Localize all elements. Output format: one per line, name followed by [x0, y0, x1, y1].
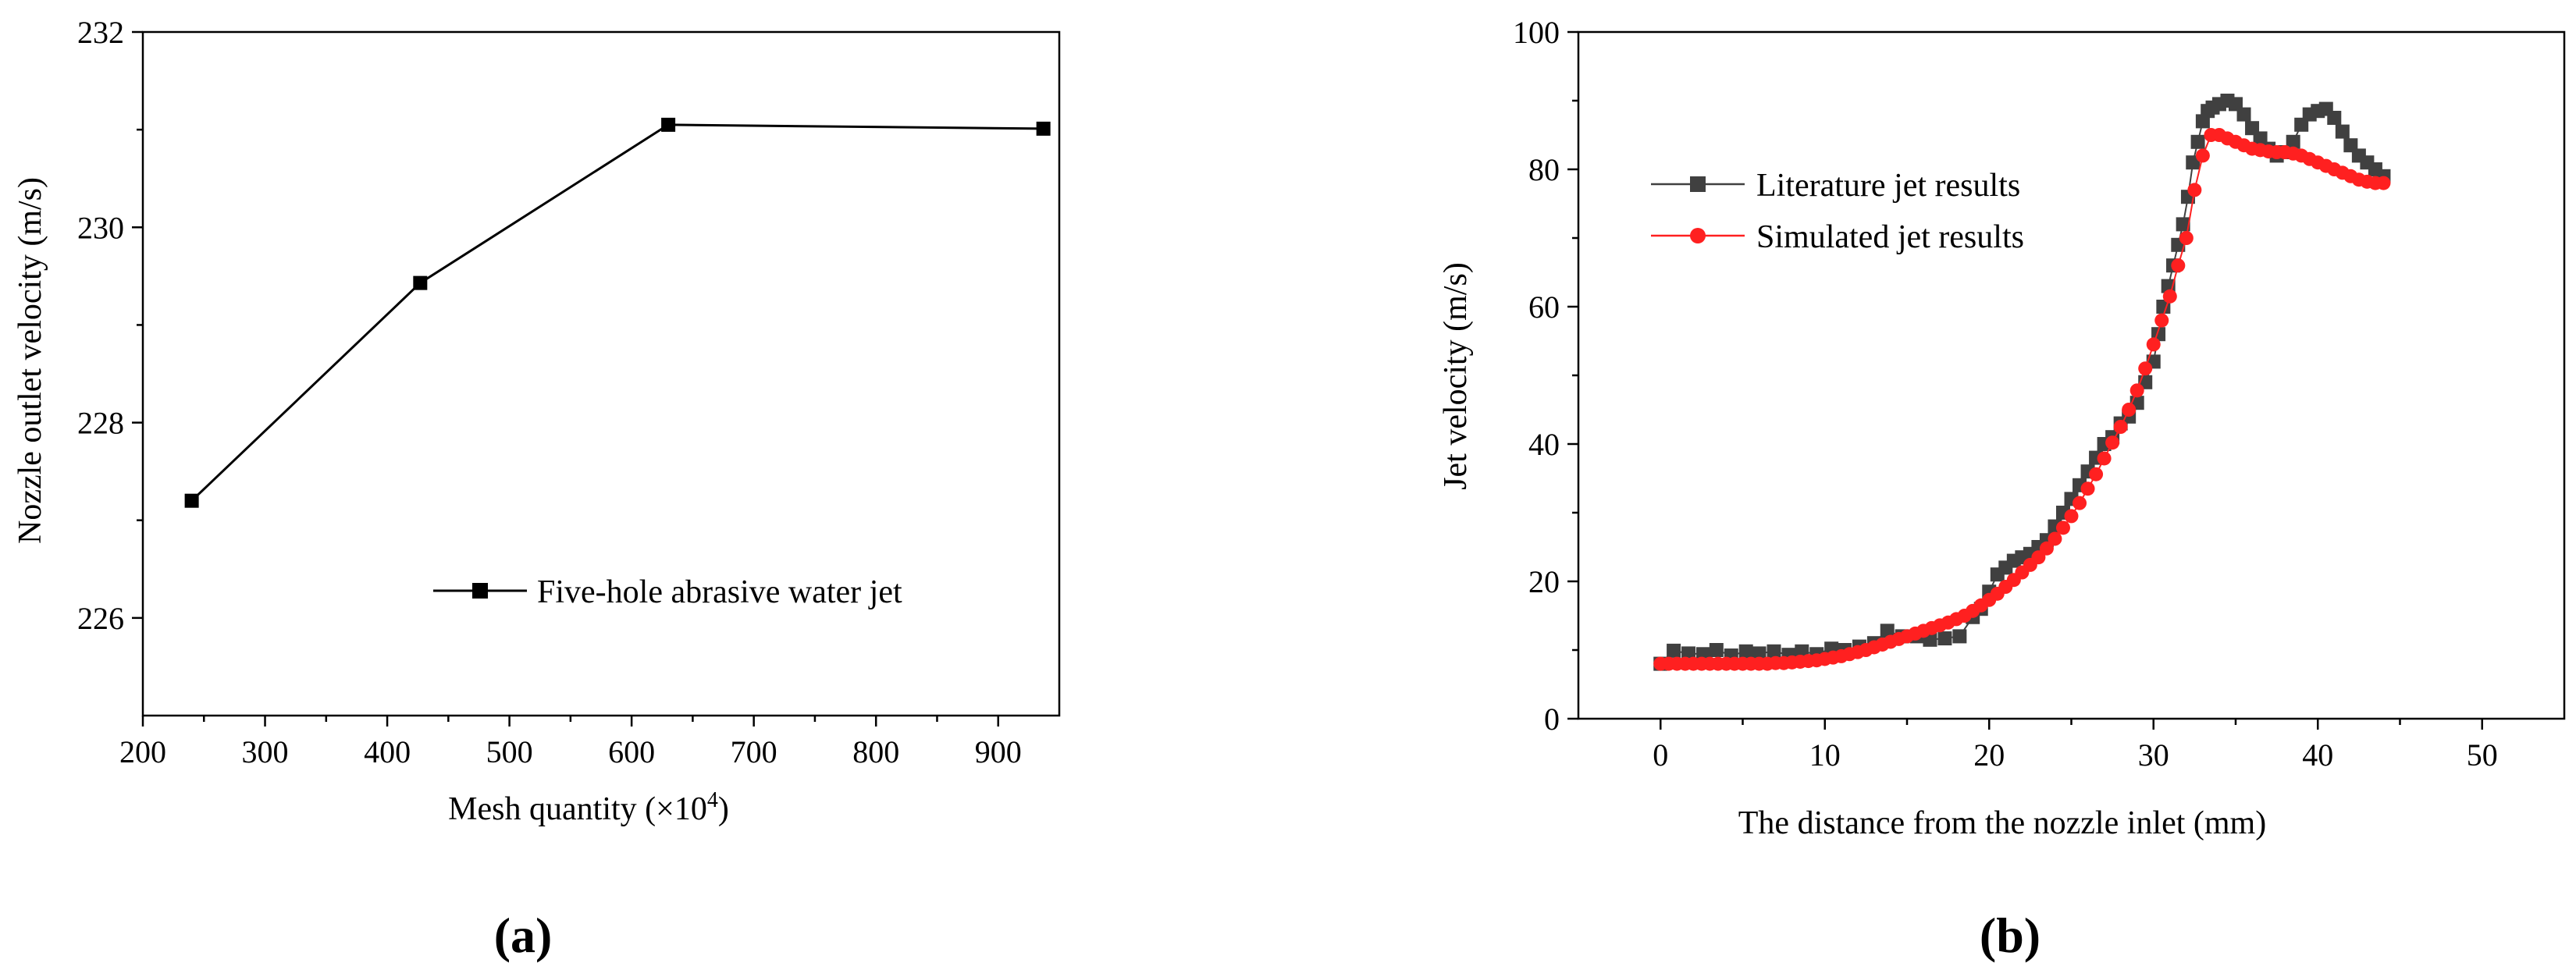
panel-b-data-point-simulated-jet-results — [2105, 435, 2120, 450]
panel-b-data-point-literature-jet-results — [1752, 646, 1767, 661]
panel-b-data-point-literature-jet-results — [1937, 631, 1952, 646]
panel-a-x-tick-label: 900 — [975, 734, 1022, 769]
panel-b-data-point-simulated-jet-results — [2113, 420, 2128, 434]
panel-b-data-point-simulated-jet-results — [2064, 509, 2079, 524]
panel-b-data-point-literature-jet-results — [1738, 644, 1753, 659]
panel-a-y-tick-label: 232 — [77, 15, 124, 50]
panel-a-y-tick-label: 230 — [77, 210, 124, 245]
panel-b-data-point-literature-jet-results — [2335, 124, 2350, 139]
panel-a-x-tick-label: 700 — [731, 734, 777, 769]
panel-b-data-point-literature-jet-results — [1667, 643, 1681, 658]
panel-b-x-tick-label: 30 — [2138, 737, 2169, 773]
panel-b-data-point-simulated-jet-results — [2195, 148, 2210, 163]
panel-b-data-point-simulated-jet-results — [2055, 520, 2070, 535]
panel-b-data-point-simulated-jet-results — [2138, 361, 2153, 376]
panel-b-y-tick-label: 20 — [1528, 564, 1560, 599]
legend-label-simulated: Simulated jet results — [1756, 219, 2024, 255]
panel-b-data-point-simulated-jet-results — [2097, 451, 2112, 466]
panel-b-data-point-simulated-jet-results — [2039, 541, 2054, 556]
panel-b-data-point-literature-jet-results — [2286, 134, 2300, 149]
panel-b-x-axis-label: The distance from the nozzle inlet (mm) — [1738, 805, 2266, 841]
panel-a-label: (a) — [494, 908, 553, 963]
panel-a-y-tick-label: 228 — [77, 406, 124, 441]
panel-b-data-point-simulated-jet-results — [2031, 550, 2046, 565]
panel-b-data-point-simulated-jet-results — [2162, 289, 2177, 304]
panel-b-data-point-simulated-jet-results — [2376, 176, 2391, 190]
panel-a-x-axis-label: Mesh quantity (×104) — [448, 788, 729, 827]
panel-b-legend: Literature jet results Simulated jet res… — [1651, 168, 2024, 255]
panel-a-x-tick-label: 500 — [486, 734, 533, 769]
panel-b-data-point-literature-jet-results — [2236, 107, 2251, 122]
legend-marker-simulated — [1690, 228, 1706, 243]
panel-b-data-point-literature-jet-results — [1709, 643, 1724, 657]
panel-a-data-point-five-hole-abrasive-water-jet — [184, 493, 199, 508]
legend-label-literature: Literature jet results — [1756, 168, 2020, 204]
panel-a-series-line-five-hole-abrasive-water-jet — [190, 123, 1044, 502]
legend-marker-five-hole — [472, 583, 488, 599]
panel-b-y-tick-label: 100 — [1513, 15, 1560, 50]
panel-b-data-point-simulated-jet-results — [2122, 403, 2137, 417]
panel-b: 0 10 20 30 40 50 0 20 40 60 80 100 Literature jet r… — [1438, 15, 2566, 963]
panel-b-data-point-simulated-jet-results — [2048, 531, 2062, 546]
panel-a-x-tick-label: 800 — [852, 734, 899, 769]
panel-a-plot-area: 200 300 400 500 600 700 800 900 226 228 230 232 — [77, 15, 1061, 769]
panel-b-x-tick-label: 50 — [2467, 737, 2498, 773]
legend-label-five-hole: Five-hole abrasive water jet — [537, 574, 902, 610]
panel-b-label: (b) — [1980, 908, 2041, 963]
legend-marker-literature — [1690, 176, 1706, 192]
panel-b-data-point-literature-jet-results — [1767, 644, 1781, 659]
panel-b-data-point-simulated-jet-results — [2146, 337, 2161, 352]
panel-a-x-tick-label: 600 — [608, 734, 655, 769]
panel-b-data-point-simulated-jet-results — [2171, 258, 2186, 273]
panel-b-y-tick-label: 60 — [1528, 290, 1560, 325]
panel-b-data-point-literature-jet-results — [1880, 624, 1895, 638]
panel-a-y-axis-label: Nozzle outlet velocity (m/s) — [12, 177, 48, 544]
panel-b-data-point-simulated-jet-results — [2179, 231, 2194, 245]
panel-b-data-point-literature-jet-results — [2190, 134, 2205, 149]
panel-b-axes-frame — [1577, 30, 2566, 720]
panel-b-y-tick-label: 40 — [1528, 427, 1560, 462]
panel-b-data-point-literature-jet-results — [2186, 155, 2201, 170]
panel-a-data-point-five-hole-abrasive-water-jet — [661, 117, 676, 132]
panel-a-y-tick-label: 226 — [77, 601, 124, 636]
panel-a-x-tick-label: 300 — [242, 734, 289, 769]
panel-b-data-point-simulated-jet-results — [2073, 496, 2087, 510]
panel-b-x-tick-label: 10 — [1809, 737, 1841, 773]
panel-b-data-point-simulated-jet-results — [2080, 481, 2095, 496]
panel-b-data-point-simulated-jet-results — [2129, 383, 2144, 398]
panel-b-y-axis-label: Jet velocity (m/s) — [1438, 262, 1474, 490]
panel-a-legend: Five-hole abrasive water jet — [433, 574, 902, 610]
panel-b-y-tick-label: 0 — [1544, 702, 1560, 737]
panel-b-x-tick-label: 20 — [1973, 737, 2005, 773]
panel-b-series-line-simulated-jet-results — [1660, 134, 2384, 665]
panel-a-data-point-five-hole-abrasive-water-jet — [1036, 121, 1051, 136]
panel-b-data-point-literature-jet-results — [1952, 629, 1967, 644]
panel-b-data-point-simulated-jet-results — [2154, 313, 2169, 328]
panel-b-x-tick-label: 40 — [2302, 737, 2333, 773]
panel-b-y-tick-label: 80 — [1528, 152, 1560, 187]
panel-a-axes-frame — [141, 30, 1061, 717]
panel-a-x-tick-label: 200 — [119, 734, 166, 769]
panel-b-plot-area: 0 10 20 30 40 50 0 20 40 60 80 100 — [1513, 15, 2566, 773]
panel-b-data-point-simulated-jet-results — [2187, 183, 2202, 197]
panel-b-data-point-simulated-jet-results — [2089, 467, 2104, 481]
panel-a-x-tick-label: 400 — [364, 734, 411, 769]
panel-b-data-point-literature-jet-results — [2327, 111, 2342, 125]
panel-b-x-tick-label: 0 — [1653, 737, 1668, 773]
panel-a-data-point-five-hole-abrasive-water-jet — [413, 275, 428, 290]
panel-b-data-point-literature-jet-results — [2176, 217, 2190, 232]
panel-a: 200 300 400 500 600 700 800 900 226 228 230 232 Fiv… — [12, 15, 1061, 963]
